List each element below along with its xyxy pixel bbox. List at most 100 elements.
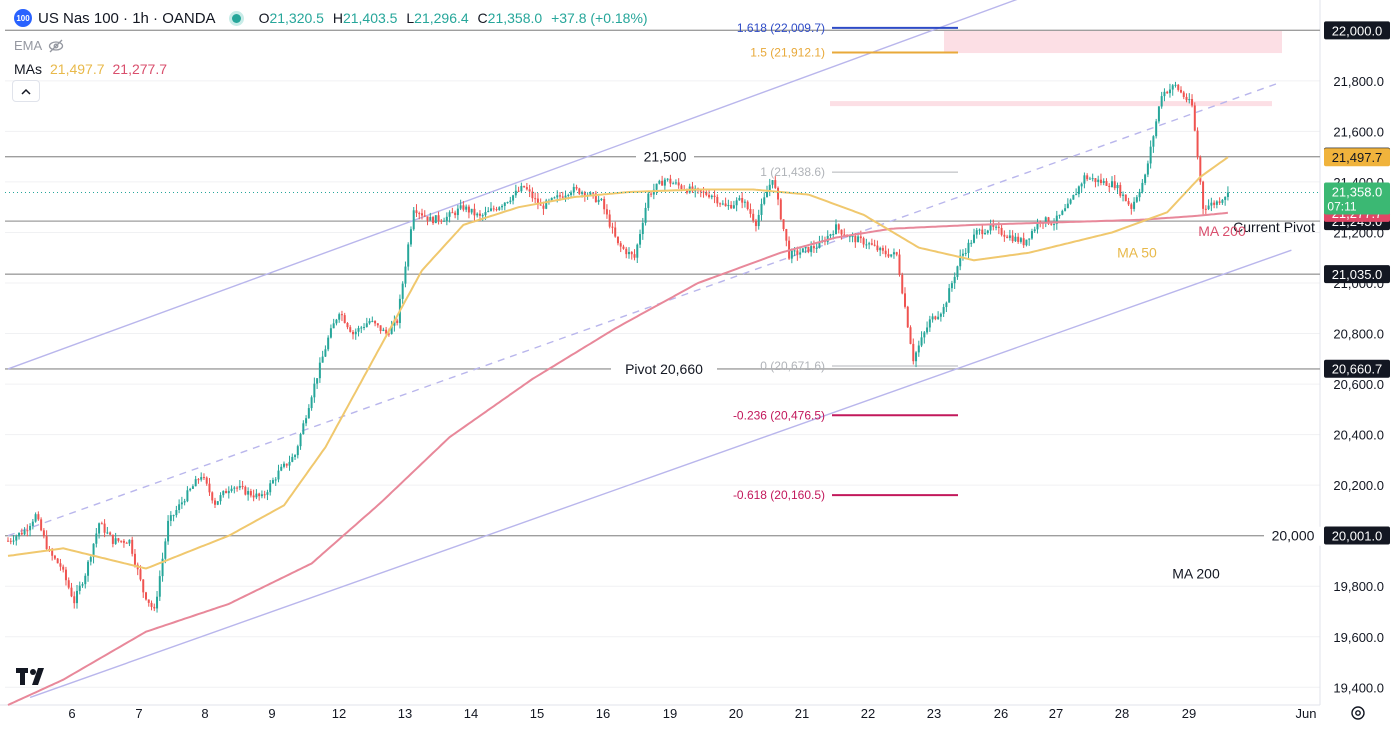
candle-body: [31, 521, 34, 526]
candle-body: [412, 210, 415, 230]
candle-body: [920, 337, 923, 346]
candle-body: [1014, 236, 1017, 242]
candle-body: [1058, 214, 1061, 216]
line-label: Current Pivot: [1233, 219, 1315, 235]
candle-body: [51, 550, 54, 556]
candle-body: [1099, 179, 1102, 184]
candle-body: [934, 316, 937, 320]
candle-body: [434, 215, 437, 224]
candle-body: [487, 210, 490, 213]
candle-body: [953, 276, 956, 284]
candle-body: [793, 250, 796, 252]
candle-body: [258, 493, 261, 497]
candle-body: [106, 532, 109, 534]
candle-body: [1133, 201, 1136, 209]
candle-body: [1102, 180, 1105, 184]
ma50-line: [7, 156, 1229, 570]
chevron-up-icon: [21, 88, 31, 95]
candle-body: [42, 530, 45, 537]
candle-body: [989, 223, 992, 231]
collapse-legend-button[interactable]: [12, 80, 40, 102]
settings-gear-icon[interactable]: [1351, 706, 1365, 720]
resistance-zone: [944, 30, 1282, 54]
candle-body: [727, 204, 730, 207]
line-label: MA 50: [1117, 245, 1157, 261]
candle-body: [564, 195, 567, 198]
candle-body: [186, 490, 189, 502]
candle-body: [975, 230, 978, 235]
candle-body: [959, 255, 962, 267]
candle-body: [655, 183, 658, 190]
candle-body: [553, 197, 556, 199]
candle-body: [329, 328, 332, 338]
candle-body: [677, 182, 680, 186]
candle-body: [1204, 208, 1207, 210]
candle-body: [227, 490, 230, 494]
candle-body: [713, 195, 716, 197]
candle-body: [161, 558, 164, 577]
candle-body: [644, 207, 647, 223]
candle-body: [100, 523, 103, 525]
candle-body: [735, 200, 738, 206]
ema-indicator-row[interactable]: EMA: [14, 38, 653, 53]
candle-body: [545, 200, 548, 209]
candle-body: [1077, 186, 1080, 195]
candle-body: [37, 514, 40, 520]
candle-body: [942, 307, 945, 314]
candle-body: [702, 191, 705, 193]
candle-body: [1022, 238, 1025, 246]
candle-body: [374, 320, 377, 324]
candle-body: [785, 229, 788, 241]
candle-body: [1097, 179, 1100, 183]
candle-body: [128, 539, 131, 544]
candle-body: [23, 530, 26, 535]
candle-body: [283, 463, 285, 467]
candle-body: [619, 243, 622, 247]
candle-body: [1163, 91, 1166, 97]
candle-body: [832, 234, 835, 236]
candle-body: [1177, 84, 1180, 90]
gear-hub: [1355, 710, 1361, 716]
candle-body: [15, 536, 18, 541]
candle-body: [741, 198, 744, 203]
candle-body: [1130, 204, 1133, 209]
candle-body: [150, 602, 153, 607]
price-tag-label: 20,001.0: [1332, 528, 1383, 543]
eye-hidden-icon[interactable]: [48, 39, 64, 53]
x-tick-label: Jun: [1296, 706, 1317, 721]
candle-body: [1028, 238, 1031, 240]
candle-body: [881, 247, 884, 251]
symbol-title[interactable]: US Nas 100 · 1h · OANDA: [38, 9, 216, 27]
candle-body: [241, 486, 244, 488]
candle-body: [1168, 89, 1171, 94]
candle-body: [111, 534, 114, 544]
candle-body: [754, 220, 757, 227]
ohlc-close-key: C: [477, 10, 488, 26]
fib-level-label: 0 (20,671.6): [760, 359, 825, 373]
candle-body: [815, 247, 818, 249]
candle-body: [514, 190, 517, 196]
candle-body: [611, 226, 614, 228]
candle-body: [327, 337, 330, 350]
candle-body: [89, 557, 92, 562]
candle-body: [1196, 130, 1199, 158]
current-price-tag-bg: [1324, 182, 1390, 215]
change-value: +37.8 (+0.18%): [551, 10, 648, 26]
candle-body: [266, 492, 269, 495]
candle-body: [7, 540, 9, 542]
mas-indicator-row[interactable]: MAs 21,497.7 21,277.7: [14, 61, 653, 77]
candle-body: [371, 320, 374, 322]
candle-body: [1017, 236, 1020, 242]
ohlc-open-key: O: [258, 10, 270, 26]
resistance-zone: [830, 101, 1272, 107]
candle-body: [280, 466, 283, 471]
tradingview-logo-icon[interactable]: [16, 668, 50, 692]
candle-body: [705, 191, 708, 195]
candle-body: [879, 247, 882, 251]
candle-body: [379, 325, 382, 331]
symbol-badge-icon[interactable]: 100: [14, 9, 32, 27]
candle-body: [625, 248, 628, 255]
candle-body: [779, 199, 782, 220]
candle-body: [721, 203, 724, 205]
